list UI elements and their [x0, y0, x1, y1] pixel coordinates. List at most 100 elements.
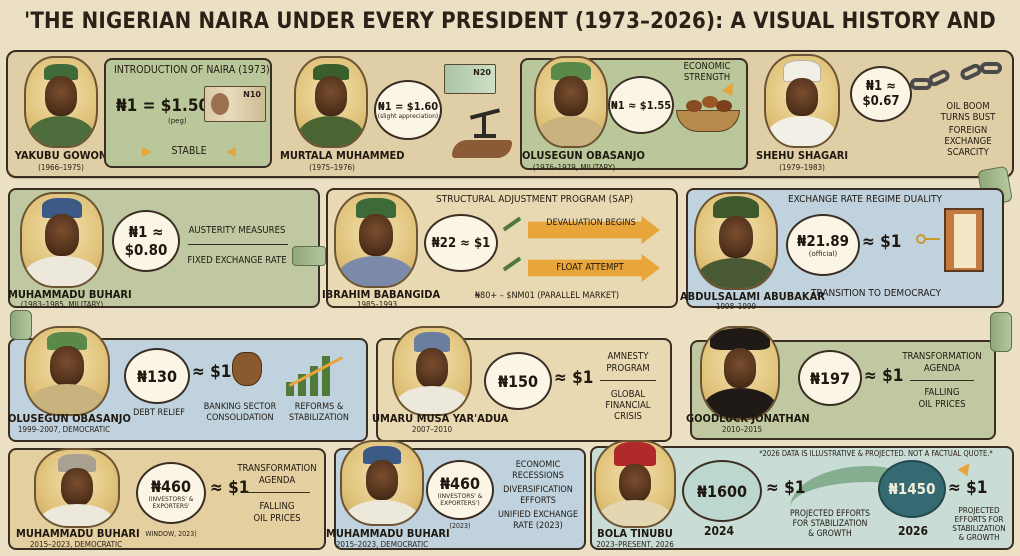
shagari-line1: OIL BOOM — [946, 101, 990, 112]
tinubu-rate-2024: ₦1600 — [696, 481, 748, 501]
babangida-rate: ₦22 ≈ $1 — [431, 235, 491, 251]
babangida-arrow1: DEVALUATION BEGINS — [546, 218, 636, 228]
obasanjo1-years: (1976–1979, MILITARY) — [532, 163, 616, 172]
bar-chart-icon — [282, 348, 348, 396]
buhari1-rate-top: ₦1 ≈ — [128, 223, 164, 241]
yaradua-name: UMARU MUSA YAR'ADUA — [372, 412, 509, 425]
murtala-rate: ₦1 = $1.60 — [377, 100, 439, 113]
obasanjo2-years: 1999–2007, DEMOCRATIC — [17, 425, 111, 434]
murtala-rate-note: (slight appreciation) — [377, 113, 439, 120]
shagari-rate-bottom: $0.67 — [862, 94, 900, 109]
obasanjo2-item1: DEBT RELIEF — [133, 408, 185, 418]
gowon-heading: INTRODUCTION OF NAIRA (1973) — [114, 64, 270, 76]
shagari-portrait — [764, 54, 840, 148]
abubakar-rate-bubble: ₦21.89 (official) — [786, 214, 860, 276]
key-icon — [916, 234, 940, 244]
jonathan-line1: TRANSFORMATION — [902, 351, 982, 362]
page-title: 'THE NIGERIAN NAIRA UNDER EVERY PRESIDEN… — [24, 9, 996, 78]
shagari-rate-top: ₦1 ≈ — [865, 79, 897, 94]
obasanjo1-portrait — [534, 56, 608, 148]
tinubu-mid3: & GROWTH — [808, 529, 852, 539]
obasanjo2-rate: ₦130 — [136, 366, 178, 386]
money-flow-connector-2 — [292, 246, 326, 266]
abubakar-rate-note: (official) — [808, 250, 838, 258]
obasanjo1-rate-bubble: ₦1 ≈ $1.55 — [608, 76, 674, 134]
buhari3-rate: ₦460 — [439, 473, 481, 493]
murtala-years: (1975–1976) — [309, 163, 355, 172]
babangida-heading: STRUCTURAL ADJUSTMENT PROGRAM (SAP) — [436, 194, 634, 205]
gowon-stable-label: STABLE — [171, 145, 207, 157]
shagari-line4: EXCHANGE — [944, 136, 992, 147]
money-bag-icon — [232, 352, 262, 386]
jonathan-rate: ₦197 — [809, 368, 851, 388]
tinubu-suffix-2026: ≈ $1 — [948, 478, 988, 498]
shagari-line2: TURNS BUST — [940, 112, 996, 123]
buhari2-rate-bubble: ₦460 (INVESTORS' & EXPORTERS' — [136, 462, 206, 524]
buhari2-rate-suffix: ≈ $1 — [210, 478, 250, 498]
babangida-portrait — [334, 192, 418, 288]
abubakar-portrait — [694, 192, 778, 290]
obasanjo2-name: OLUSEGUN OBASANJO — [8, 412, 131, 425]
tinubu-right4: & GROWTH — [958, 533, 1000, 542]
tinubu-mid2: FOR STABILIZATION — [792, 519, 868, 529]
buhari2-name: MUHAMMADU BUHARI — [16, 527, 140, 540]
yaradua-rate: ₦150 — [497, 371, 539, 391]
shagari-line5: SCARCITY — [947, 147, 989, 158]
babangida-name: IBRAHIM BABANGIDA — [322, 288, 441, 301]
buhari1-line2: FIXED EXCHANGE RATE — [187, 255, 287, 266]
buhari1-divider — [188, 244, 288, 245]
gowon-portrait — [24, 56, 98, 148]
jonathan-line3: FALLING — [924, 387, 960, 398]
abubakar-rate: ₦21.89 — [796, 232, 850, 250]
buhari1-rate-bubble: ₦1 ≈ $0.80 — [112, 210, 180, 272]
buhari3-line5: UNIFIED EXCHANGE — [497, 510, 579, 520]
tinubu-name: BOLA TINUBU — [597, 527, 673, 540]
banknote-label: N10 — [243, 90, 261, 99]
obasanjo2-rate-suffix: ≈ $1 — [192, 362, 232, 382]
buhari2-line3: FALLING — [259, 501, 295, 512]
abubakar-name: ABDULSALAMI ABUBAKAR — [680, 290, 825, 303]
yaradua-rate-suffix: ≈ $1 — [554, 368, 594, 388]
money-flow-connector-4 — [10, 310, 32, 340]
gowon-years: (1966–1975) — [38, 163, 84, 172]
buhari3-rate-note2: EXPORTERS') — [440, 499, 480, 507]
tinubu-right3: STABILIZATION — [952, 524, 1006, 533]
babangida-parallel: ₦80+ – $NM01 (PARALLEL MARKET) — [474, 291, 620, 301]
tinubu-right2: EFFORTS FOR — [954, 515, 1004, 524]
buhari3-line6: RATE (2023) — [513, 521, 563, 531]
obasanjo2-item3b: STABILIZATION — [289, 413, 349, 423]
buhari2-line4: OIL PRICES — [253, 513, 301, 524]
jonathan-years: 2010–2015 — [721, 425, 763, 434]
babangida-years: 1985–1993 — [356, 300, 398, 309]
abubakar-rate-suffix: ≈ $1 — [862, 232, 902, 252]
stable-right-arrow-icon — [226, 147, 236, 157]
naira-banknote-icon: N10 — [204, 86, 266, 122]
buhari3-portrait — [340, 440, 424, 526]
yaradua-line2: PROGRAM — [606, 363, 650, 374]
buhari1-line1: AUSTERITY MEASURES — [188, 225, 286, 236]
buhari3-years: 2015–2023, DEMOCRATIC — [335, 540, 429, 549]
jonathan-name: GOODLUCK JONATHAN — [686, 412, 810, 425]
buhari1-rate-bottom: $0.80 — [124, 241, 168, 259]
yaradua-line1: AMNESTY — [607, 351, 649, 362]
buhari3-line3: DIVERSIFICATION — [503, 485, 573, 495]
buhari2-rate: ₦460 — [150, 476, 192, 496]
buhari3-line2: RECESSIONS — [512, 471, 564, 481]
banknote-n20-label: N20 — [473, 68, 491, 77]
buhari2-portrait — [34, 448, 120, 528]
buhari3-rate-bubble: ₦460 (INVESTORS' & EXPORTERS') — [426, 460, 494, 520]
murtala-rate-bubble: ₦1 = $1.60 (slight appreciation) — [374, 80, 442, 140]
buhari1-portrait — [20, 192, 104, 288]
gowon-rate: ₦1 = $1.50 — [116, 96, 210, 116]
obasanjo1-name: OLUSEGUN OBASANJO — [522, 149, 645, 162]
obasanjo2-item2a: BANKING SECTOR — [203, 402, 277, 412]
buhari3-line1: ECONOMIC — [515, 460, 561, 470]
broken-chain-icon — [910, 61, 1010, 102]
gowon-name: YAKUBU GOWON — [14, 149, 108, 162]
buhari1-years: (1983–1985, MILITARY) — [20, 300, 104, 309]
babangida-arrow2: FLOAT ATTEMPT — [556, 262, 624, 273]
offering-hand-icon — [452, 140, 512, 158]
gowon-rate-note: (peg) — [168, 117, 187, 125]
tinubu-year-2026: 2026 — [898, 524, 929, 538]
buhari1-name: MUHAMMADU BUHARI — [8, 288, 132, 301]
